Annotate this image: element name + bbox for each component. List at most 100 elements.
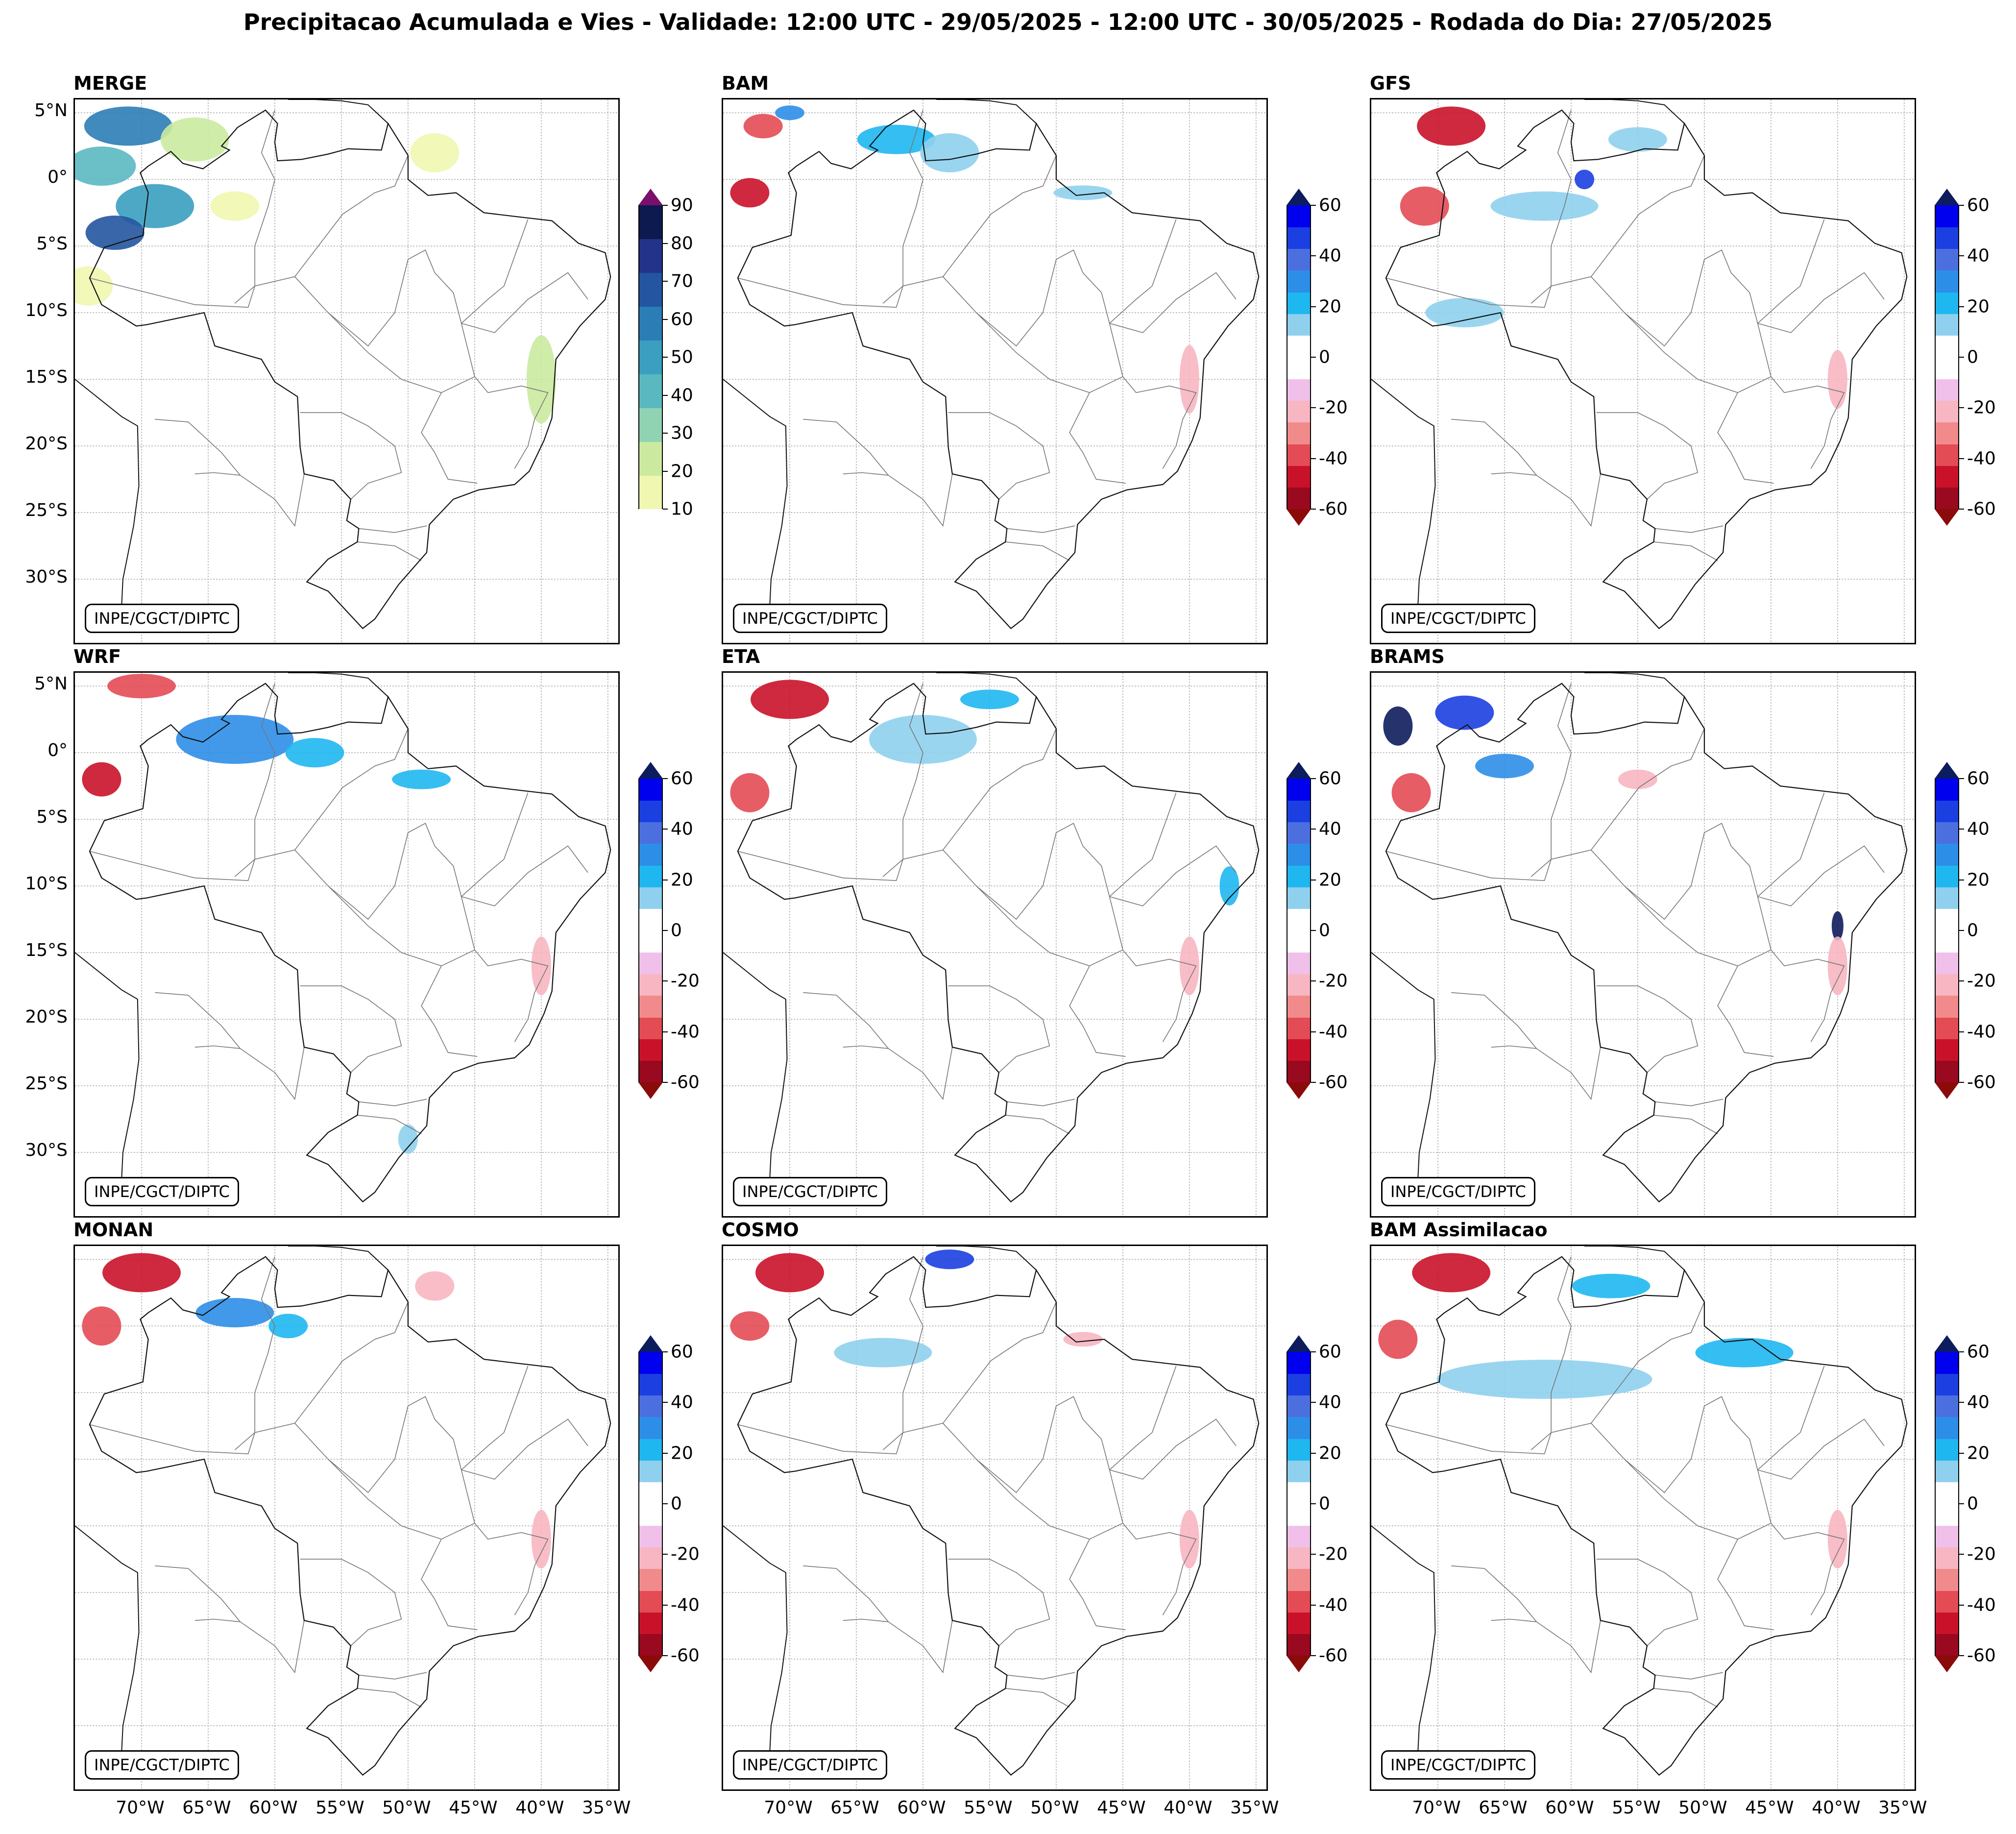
precip-blob bbox=[1827, 936, 1847, 996]
colorbar-tick-label: -20 bbox=[671, 1544, 700, 1565]
colorbar-bias: -60 -40 -20 0 20 40 60 bbox=[638, 762, 700, 1099]
colorbar-bias: -60 -40 -20 0 20 40 60 bbox=[1287, 1335, 1348, 1672]
state-border bbox=[1385, 155, 1705, 308]
state-border bbox=[1109, 272, 1237, 333]
state-border bbox=[1771, 1523, 1845, 1615]
brazil-border bbox=[1385, 109, 1908, 630]
state-border bbox=[1005, 541, 1070, 561]
colorbar-segment bbox=[1935, 843, 1959, 866]
colorbar-tick bbox=[1311, 1452, 1316, 1454]
colorbar-tick bbox=[1311, 306, 1316, 307]
precip-blob bbox=[925, 1249, 974, 1270]
colorbar-segment bbox=[1935, 800, 1959, 823]
colorbar-segment bbox=[1287, 1460, 1311, 1483]
credit-label: INPE/CGCT/DIPTC bbox=[85, 1750, 239, 1780]
colorbar-tick-label: 20 bbox=[671, 870, 693, 890]
coastline bbox=[1584, 1246, 1685, 1271]
colorbar-tick bbox=[1311, 1503, 1316, 1504]
longitude-label: 45°W bbox=[449, 1798, 498, 1818]
colorbar-tick bbox=[1311, 205, 1316, 206]
colorbar-segment bbox=[638, 995, 663, 1018]
latitude-label: 0° bbox=[48, 167, 68, 188]
state-border bbox=[1109, 845, 1237, 906]
state-border bbox=[1491, 472, 1601, 527]
colorbar-tick bbox=[1311, 458, 1316, 459]
colorbar-tick bbox=[663, 980, 668, 982]
colorbar-tick-label: 20 bbox=[1319, 870, 1341, 890]
state-border bbox=[359, 525, 427, 533]
colorbar-tick bbox=[663, 281, 668, 282]
map-panel-monan: INPE/CGCT/DIPTC bbox=[73, 1245, 620, 1791]
longitude-label: 60°W bbox=[1545, 1798, 1594, 1818]
state-border bbox=[1757, 845, 1885, 906]
precip-blob bbox=[75, 266, 113, 306]
precip-blob bbox=[755, 1253, 824, 1293]
colorbar-tick bbox=[1959, 1031, 1964, 1032]
colorbar-tick bbox=[663, 1655, 668, 1656]
state-border bbox=[1624, 219, 1825, 393]
precip-blob bbox=[107, 674, 176, 699]
precip-blob bbox=[960, 689, 1019, 709]
colorbar-under-triangle bbox=[638, 1082, 663, 1099]
state-border bbox=[1491, 1045, 1601, 1100]
colorbar-segment bbox=[1935, 357, 1959, 379]
state-border bbox=[803, 418, 889, 476]
state-border bbox=[421, 1539, 478, 1630]
colorbar-tick bbox=[663, 1082, 668, 1083]
colorbar-tick-label: -60 bbox=[1967, 499, 1996, 519]
state-border bbox=[421, 392, 478, 484]
state-border bbox=[1653, 541, 1718, 561]
precip-blob bbox=[1179, 936, 1199, 996]
colorbar-segment bbox=[1935, 205, 1959, 227]
colorbar-tick bbox=[1959, 1351, 1964, 1352]
state-border bbox=[359, 1672, 427, 1680]
precip-blob bbox=[210, 191, 260, 221]
colorbar-segment bbox=[1287, 1634, 1311, 1656]
state-border bbox=[1757, 1418, 1885, 1480]
colorbar-tick bbox=[1959, 1503, 1964, 1504]
state-border bbox=[1596, 1559, 1699, 1646]
colorbar-tick bbox=[663, 1554, 668, 1555]
colorbar-segment bbox=[1935, 422, 1959, 444]
precip-blob bbox=[1425, 298, 1504, 328]
coastline bbox=[288, 99, 389, 124]
state-border bbox=[234, 683, 275, 877]
precip-blob bbox=[392, 769, 451, 789]
colorbar-segment bbox=[1935, 930, 1959, 953]
state-border bbox=[294, 249, 462, 347]
state-border bbox=[294, 1396, 462, 1493]
colorbar-segment bbox=[1287, 270, 1311, 293]
colorbar-segment bbox=[1935, 822, 1959, 844]
coastline bbox=[723, 1525, 788, 1779]
colorbar-segment bbox=[1287, 887, 1311, 909]
colorbar-segment bbox=[638, 205, 663, 240]
precip-blob bbox=[176, 715, 294, 764]
precip-blob bbox=[1436, 1360, 1652, 1399]
colorbar-segment bbox=[638, 475, 663, 510]
colorbar-segment bbox=[1287, 1482, 1311, 1504]
colorbar-segment bbox=[638, 822, 663, 844]
coastline bbox=[288, 673, 389, 697]
colorbar-tick bbox=[663, 357, 668, 358]
colorbar-tick bbox=[1311, 930, 1316, 931]
colorbar-segment bbox=[1287, 1373, 1311, 1396]
colorbar-tick bbox=[1311, 255, 1316, 257]
colorbar-segment bbox=[638, 908, 663, 931]
latitude-label: 5°N bbox=[34, 674, 68, 694]
coastline bbox=[75, 379, 140, 633]
colorbar-segment bbox=[638, 865, 663, 887]
colorbar-tick-label: 0 bbox=[1319, 1493, 1330, 1514]
colorbar-tick bbox=[1959, 1082, 1964, 1083]
colorbar-segment bbox=[1287, 779, 1311, 801]
colorbar-segment bbox=[638, 1460, 663, 1483]
precip-blob bbox=[1219, 866, 1239, 906]
colorbar-tick-label: -60 bbox=[1319, 1072, 1348, 1093]
precip-blob bbox=[1475, 754, 1534, 779]
colorbar-tick bbox=[1311, 1351, 1316, 1352]
precip-blob bbox=[1618, 769, 1657, 789]
colorbar-tick bbox=[1311, 357, 1316, 358]
colorbar-segment bbox=[1287, 314, 1311, 336]
coastline bbox=[288, 1246, 389, 1271]
state-border bbox=[737, 1301, 1057, 1455]
colorbar-tick bbox=[663, 509, 668, 510]
